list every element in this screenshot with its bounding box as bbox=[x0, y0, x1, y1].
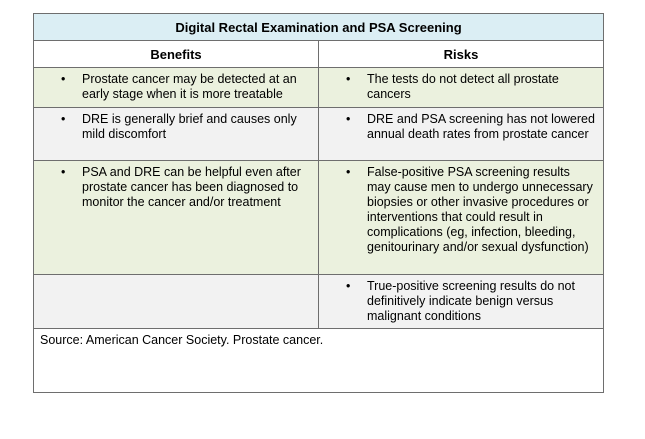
risk-item: The tests do not detect all prostate can… bbox=[319, 68, 603, 106]
table-title: Digital Rectal Examination and PSA Scree… bbox=[33, 13, 604, 41]
risk-item: DRE and PSA screening has not lowered an… bbox=[319, 108, 603, 146]
benefit-cell: DRE is generally brief and causes only m… bbox=[33, 107, 319, 161]
empty-cell bbox=[33, 274, 319, 329]
benefit-item: PSA and DRE can be helpful even after pr… bbox=[34, 161, 318, 214]
benefit-item: Prostate cancer may be detected at an ea… bbox=[34, 68, 318, 106]
risk-cell: The tests do not detect all prostate can… bbox=[318, 67, 604, 108]
column-header: Benefits bbox=[33, 40, 319, 68]
risk-cell: DRE and PSA screening has not lowered an… bbox=[318, 107, 604, 161]
column-header: Risks bbox=[318, 40, 604, 68]
benefit-cell: PSA and DRE can be helpful even after pr… bbox=[33, 160, 319, 275]
risk-item: False-positive PSA screening results may… bbox=[319, 161, 603, 259]
source-note: Source: American Cancer Society. Prostat… bbox=[33, 328, 604, 393]
risk-cell: True-positive screening results do not d… bbox=[318, 274, 604, 329]
benefit-cell: Prostate cancer may be detected at an ea… bbox=[33, 67, 319, 108]
screening-table: Digital Rectal Examination and PSA Scree… bbox=[33, 13, 604, 393]
risk-cell: False-positive PSA screening results may… bbox=[318, 160, 604, 275]
risk-item: True-positive screening results do not d… bbox=[319, 275, 603, 328]
benefit-item: DRE is generally brief and causes only m… bbox=[34, 108, 318, 146]
